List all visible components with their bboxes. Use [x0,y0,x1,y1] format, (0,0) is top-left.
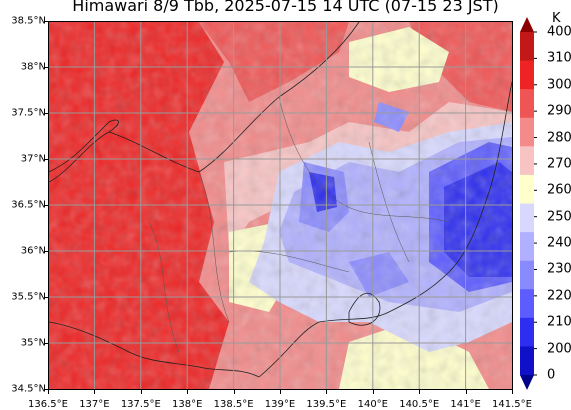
y-tick-mark [44,205,48,206]
x-tick-mark [372,390,374,394]
colorbar-tick-label: 250 [547,209,571,225]
noto-coast [49,119,119,183]
y-tick-label: 36.5°N [11,199,46,211]
x-tick-label: 139°E [264,399,296,410]
colorbar-segment [520,117,534,147]
colorbar-tick-label: 270 [547,156,571,172]
y-tick-label: 37°N [20,153,46,165]
colorbar-tick-label: 230 [547,261,571,277]
x-tick-mark [280,390,281,394]
y-tick-label: 35°N [20,337,46,349]
boso-peninsula [348,292,381,326]
y-tick-label: 37.5°N [11,107,46,119]
y-tick-label: 38.5°N [11,15,46,27]
y-tick-mark [44,113,48,114]
colorbar-segment [520,60,534,90]
x-tick-label: 137.5°E [120,399,161,410]
border-e [148,221,180,353]
satellite-map [48,21,513,390]
colorbar-segment [520,146,534,176]
colorbar-tick-label: 290 [547,103,571,119]
colorbar-tick-label: 210 [547,314,571,330]
x-tick-mark [94,390,96,394]
border-b [278,96,450,223]
colorbar-segment [520,232,534,262]
pacific-coast-west [49,321,260,378]
colorbar-tick-label: 260 [547,182,571,198]
colorbar-tick-label: 400 [547,24,571,40]
x-tick-mark [48,390,49,394]
colorbar-segment [520,317,534,347]
colorbar-segment [520,346,534,376]
coastlines [49,22,512,378]
x-tick-label: 138°E [171,399,203,410]
y-tick-mark [44,67,48,68]
x-tick-label: 141°E [450,399,481,410]
graticule [49,22,512,389]
colorbar-segment [520,174,534,204]
y-tick-mark [44,159,48,160]
sea-of-japan-coast [108,22,360,173]
x-tick-mark [512,390,513,394]
x-tick-label: 136.5°E [28,399,68,410]
border-a [198,171,230,323]
x-tick-label: 140.5°E [399,399,440,410]
colorbar-tick-label: 310 [547,50,571,66]
colorbar-extend-min [520,375,534,390]
colorbar-tick-label: 200 [547,341,571,357]
y-tick-mark [44,297,48,298]
colorbar-tick-label: 0 [547,367,556,383]
colorbar [520,17,537,390]
x-tick-label: 138.5°E [213,399,254,410]
colorbar-segment [520,32,534,62]
x-tick-label: 141.5°E [492,399,532,410]
x-tick-mark [187,390,189,394]
colorbar-segment [520,89,534,119]
colorbar-segment [520,203,534,233]
y-tick-mark [44,251,48,252]
colorbar-tick-label: 300 [547,77,571,93]
colorbar-segment [520,289,534,319]
colorbar-tick-label: 220 [547,288,571,304]
x-tick-mark [233,390,235,394]
colorbar-segment [520,260,534,290]
x-tick-label: 137°E [79,399,110,410]
x-tick-mark [419,390,421,394]
x-tick-mark [465,390,467,394]
colorbar-unit: K [552,11,561,26]
x-tick-label: 140°E [357,399,388,410]
map-canvas [49,22,512,389]
y-tick-label: 36°N [20,245,46,257]
colorbar-extend-max [520,17,534,32]
colorbar-tick-label: 240 [547,235,571,251]
x-tick-label: 139.5°E [306,399,347,410]
y-tick-label: 38°N [20,61,46,73]
pacific-coast-east [258,81,512,378]
y-tick-mark [44,389,48,390]
y-tick-mark [44,21,48,22]
x-tick-mark [140,390,142,394]
map-title: Himawari 8/9 Tbb, 2025-07-15 14 UTC (07-… [72,0,499,15]
y-tick-label: 35.5°N [11,291,46,303]
y-tick-label: 34.5°N [11,383,46,395]
x-tick-mark [326,390,328,394]
colorbar-tick-label: 280 [547,130,571,146]
y-tick-mark [44,343,48,344]
